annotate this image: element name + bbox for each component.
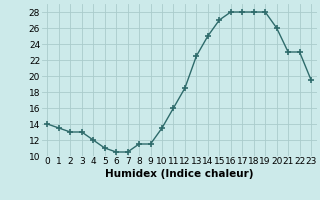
X-axis label: Humidex (Indice chaleur): Humidex (Indice chaleur): [105, 169, 253, 179]
